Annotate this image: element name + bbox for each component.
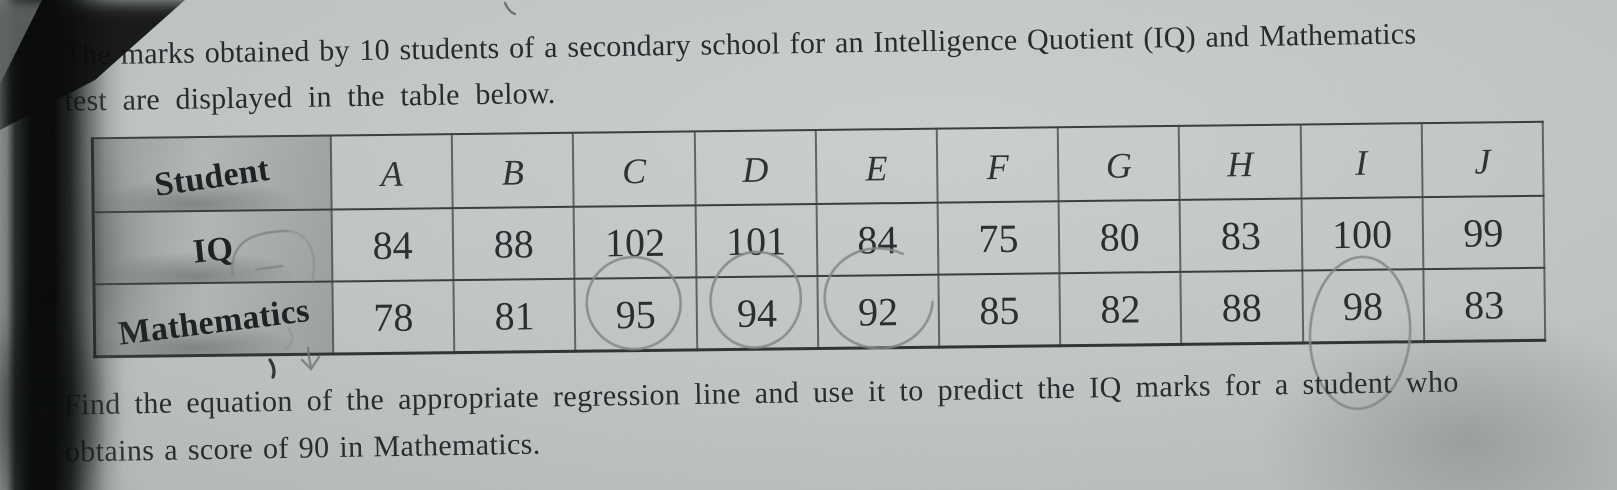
table-row-mathematics: Mathematics 78 81 95 94 92 85 82 88 98 8… xyxy=(93,267,1546,357)
math-value: 83 xyxy=(1463,281,1505,328)
problem-question: Find the equation of the appropriate reg… xyxy=(64,356,1610,476)
table-cell: 94 xyxy=(695,276,818,350)
math-value: 85 xyxy=(979,287,1020,333)
table-cell: 81 xyxy=(453,278,576,353)
student-column-header: B xyxy=(501,151,525,193)
math-value: 92 xyxy=(857,288,899,335)
marks-table-wrap: Student A B C D E F G H I J IQ 84 88 102… xyxy=(90,120,1547,411)
table-cell: Student xyxy=(92,135,332,213)
table-cell: H xyxy=(1179,124,1302,200)
table-cell: 83 xyxy=(1179,198,1302,272)
table-cell: 102 xyxy=(573,205,696,279)
student-column-header: A xyxy=(380,153,403,194)
table-cell: 80 xyxy=(1058,199,1181,274)
student-column-header: F xyxy=(986,146,1009,187)
student-column-header: H xyxy=(1226,143,1254,184)
iq-value: 88 xyxy=(493,220,534,267)
table-cell: 100 xyxy=(1301,197,1424,271)
table-cell: B xyxy=(451,132,574,209)
table-cell: Mathematics xyxy=(93,281,334,357)
table-cell: F xyxy=(936,127,1059,203)
math-value: 94 xyxy=(736,289,778,336)
table-cell: J xyxy=(1421,121,1544,198)
table-cell: C xyxy=(573,131,696,207)
row-header-mathematics: Mathematics xyxy=(116,291,312,353)
iq-value: 75 xyxy=(978,215,1019,261)
table-cell: 85 xyxy=(938,273,1061,348)
iq-value: 99 xyxy=(1463,209,1504,256)
student-column-header: J xyxy=(1474,140,1491,182)
table-cell: I xyxy=(1300,123,1423,199)
student-column-header: C xyxy=(621,150,647,191)
math-value: 81 xyxy=(494,292,535,339)
table-cell: 88 xyxy=(1180,270,1303,345)
table-cell: 82 xyxy=(1059,271,1182,346)
student-column-header: D xyxy=(742,149,769,190)
iq-value: 84 xyxy=(372,222,413,268)
math-value: 98 xyxy=(1342,283,1384,329)
table-cell: IQ xyxy=(93,209,333,285)
table-cell: D xyxy=(694,130,817,206)
math-value: 82 xyxy=(1100,285,1141,332)
table-cell: 98 xyxy=(1301,269,1424,344)
math-value: 78 xyxy=(373,294,414,340)
iq-value: 101 xyxy=(725,217,787,264)
table-cell: 84 xyxy=(816,202,939,277)
table-cell: E xyxy=(815,128,938,205)
math-value: 88 xyxy=(1221,284,1262,330)
table-cell: 92 xyxy=(817,274,940,349)
table-cell: A xyxy=(330,134,453,210)
math-value: 95 xyxy=(615,291,656,337)
table-cell: 99 xyxy=(1422,195,1545,270)
problem-intro: The marks obtained by 10 students of a s… xyxy=(63,8,1609,124)
iq-value: 100 xyxy=(1331,210,1393,257)
student-column-header: E xyxy=(865,147,888,188)
iq-value: 80 xyxy=(1099,213,1140,260)
iq-value: 84 xyxy=(857,216,898,263)
student-column-header: G xyxy=(1105,144,1133,186)
row-header-student: Student xyxy=(152,150,272,204)
table-cell: 78 xyxy=(332,280,455,355)
row-header-iq: IQ xyxy=(191,229,235,271)
table-cell: 84 xyxy=(331,208,454,282)
table-cell: 88 xyxy=(452,206,575,281)
iq-value: 83 xyxy=(1220,212,1262,258)
iq-value: 102 xyxy=(604,219,666,265)
table-cell: 75 xyxy=(937,201,1060,275)
table-cell: G xyxy=(1057,125,1180,202)
table-cell: 95 xyxy=(574,277,697,352)
student-column-header: I xyxy=(1355,142,1368,183)
table-cell: 101 xyxy=(695,204,818,278)
table-cell: 83 xyxy=(1423,267,1546,342)
marks-table: Student A B C D E F G H I J IQ 84 88 102… xyxy=(90,120,1547,359)
